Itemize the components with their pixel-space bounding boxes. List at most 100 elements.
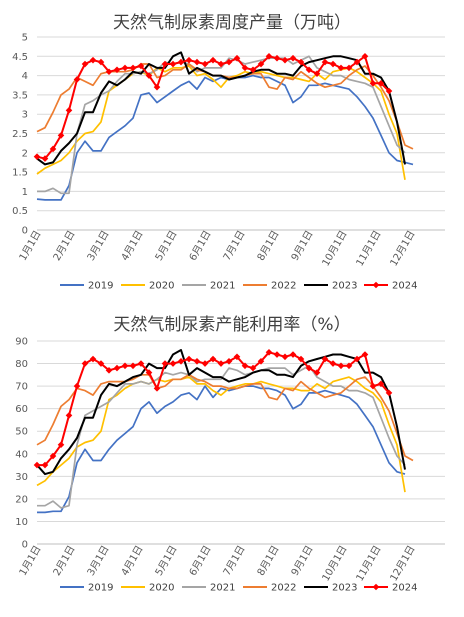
series-line-2020 bbox=[36, 376, 406, 493]
y-tick-label: 1.5 bbox=[12, 168, 28, 179]
legend-label: 2022 bbox=[271, 281, 296, 292]
point-marker-2024 bbox=[337, 64, 345, 72]
point-marker-2024 bbox=[217, 60, 225, 68]
grid-lines bbox=[37, 340, 445, 545]
point-marker-2024 bbox=[361, 53, 369, 60]
chart-title: 天然气制尿素产能利用率（%） bbox=[113, 315, 350, 335]
point-marker-2024 bbox=[273, 351, 281, 358]
grid-lines bbox=[37, 36, 445, 231]
point-marker-2024 bbox=[241, 64, 249, 72]
y-tick-label: 0 bbox=[22, 540, 28, 551]
point-marker-2024 bbox=[97, 58, 105, 66]
x-tick-label: 7月1日 bbox=[221, 229, 248, 263]
point-marker-2024 bbox=[185, 56, 193, 64]
series-line-2022 bbox=[36, 373, 414, 462]
legend: 2019 2020 2021 2022 2023 2024 bbox=[60, 281, 417, 292]
point-marker-2024 bbox=[345, 64, 353, 72]
y-tick-label: 60 bbox=[15, 404, 28, 415]
x-tick-label: 9月1日 bbox=[289, 229, 316, 263]
y-tick-label: 10 bbox=[15, 517, 28, 528]
point-marker-2024 bbox=[193, 58, 201, 66]
point-marker-2024 bbox=[369, 80, 377, 87]
x-tick-label: 12月1日 bbox=[388, 229, 418, 269]
legend-label: 2023 bbox=[332, 281, 357, 292]
point-marker-2024 bbox=[209, 56, 217, 64]
y-tick-label: 2.5 bbox=[12, 129, 28, 140]
legend-marker bbox=[372, 281, 380, 289]
legend-label: 2024 bbox=[392, 583, 417, 594]
point-marker-2024 bbox=[305, 66, 313, 74]
point-marker-2024 bbox=[153, 83, 161, 91]
x-tick-label: 4月1日 bbox=[119, 544, 146, 578]
y-tick-label: 4 bbox=[22, 71, 28, 82]
point-marker-2024 bbox=[385, 87, 393, 95]
y-tick-label: 90 bbox=[15, 337, 28, 348]
point-marker-2024 bbox=[65, 107, 73, 114]
point-marker-2024 bbox=[313, 70, 321, 77]
x-tick-label: 4月1日 bbox=[119, 229, 146, 263]
series-line-2021 bbox=[37, 364, 406, 509]
point-marker-2024 bbox=[185, 355, 193, 363]
point-marker-2024 bbox=[49, 145, 57, 153]
point-marker-2024 bbox=[41, 461, 49, 469]
point-marker-2024 bbox=[65, 412, 73, 419]
point-marker-2024 bbox=[57, 132, 65, 139]
point-marker-2024 bbox=[329, 60, 337, 68]
chart-title: 天然气制尿素周度产量（万吨） bbox=[113, 13, 351, 33]
x-tick-label: 2月1日 bbox=[51, 544, 78, 578]
y-tick-label: 0 bbox=[22, 226, 28, 237]
y-tick-label: 0.5 bbox=[12, 206, 28, 217]
point-marker-2024 bbox=[81, 60, 89, 68]
point-marker-2024 bbox=[257, 60, 265, 68]
x-tick-label: 10月1日 bbox=[320, 229, 350, 269]
x-tick-label: 11月1日 bbox=[354, 229, 384, 269]
y-tick-label: 3.5 bbox=[12, 90, 28, 101]
series-lines bbox=[33, 51, 414, 201]
y-tick-label: 1 bbox=[22, 187, 28, 198]
point-marker-2024 bbox=[33, 461, 41, 469]
y-tick-label: 2 bbox=[22, 148, 28, 159]
y-tick-label: 40 bbox=[15, 449, 28, 460]
x-tick-label: 2月1日 bbox=[51, 229, 78, 263]
y-tick-label: 70 bbox=[15, 382, 28, 393]
point-marker-2024 bbox=[153, 385, 161, 392]
point-marker-2024 bbox=[225, 58, 233, 66]
point-marker-2024 bbox=[281, 56, 289, 64]
y-tick-label: 50 bbox=[15, 427, 28, 438]
point-marker-2024 bbox=[281, 353, 289, 361]
x-tick-label: 8月1日 bbox=[255, 229, 282, 263]
point-marker-2024 bbox=[177, 58, 185, 66]
series-line-2020 bbox=[36, 65, 406, 180]
point-marker-2024 bbox=[145, 72, 153, 79]
point-marker-2024 bbox=[377, 380, 385, 388]
point-marker-2024 bbox=[121, 64, 129, 72]
y-tick-label: 5 bbox=[22, 33, 28, 44]
point-marker-2024 bbox=[337, 362, 345, 370]
point-marker-2024 bbox=[297, 58, 305, 66]
point-marker-2024 bbox=[89, 56, 97, 64]
point-marker-2024 bbox=[57, 441, 65, 449]
point-marker-2024 bbox=[377, 80, 385, 87]
point-marker-2024 bbox=[305, 364, 313, 372]
legend: 2019 2020 2021 2022 2023 2024 bbox=[60, 583, 417, 594]
x-tick-label: 6月1日 bbox=[187, 229, 214, 263]
point-marker-2024 bbox=[105, 68, 113, 76]
point-marker-2024 bbox=[41, 155, 49, 162]
x-axis-ticks: 1月1日 2月1日 3月1日 4月1日 5月1日 6月1日 7月1日 8月1日 9月1日 10月1… bbox=[17, 544, 418, 584]
x-tick-label: 9月1日 bbox=[289, 544, 316, 578]
point-marker-2024 bbox=[353, 58, 361, 66]
point-marker-2024 bbox=[273, 54, 281, 62]
series-line-2023 bbox=[36, 51, 406, 166]
x-tick-label: 6月1日 bbox=[187, 544, 214, 578]
series-line-2019 bbox=[37, 385, 406, 514]
y-tick-label: 80 bbox=[15, 359, 28, 370]
y-tick-label: 20 bbox=[15, 494, 28, 505]
y-axis-ticks: 0 0.5 1 1.5 2 2.5 3 3.5 4 4.5 5 bbox=[12, 33, 28, 237]
point-marker-2024 bbox=[129, 64, 137, 72]
point-marker-2024 bbox=[161, 60, 169, 68]
point-marker-2024 bbox=[265, 53, 273, 60]
point-marker-2024 bbox=[169, 60, 177, 68]
y-tick-label: 4.5 bbox=[12, 52, 28, 63]
point-marker-2024 bbox=[73, 382, 81, 390]
